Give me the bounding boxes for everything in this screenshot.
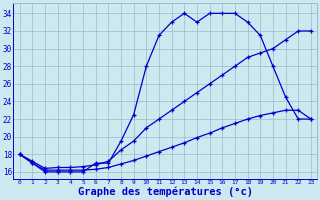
X-axis label: Graphe des températures (°c): Graphe des températures (°c) bbox=[78, 187, 253, 197]
